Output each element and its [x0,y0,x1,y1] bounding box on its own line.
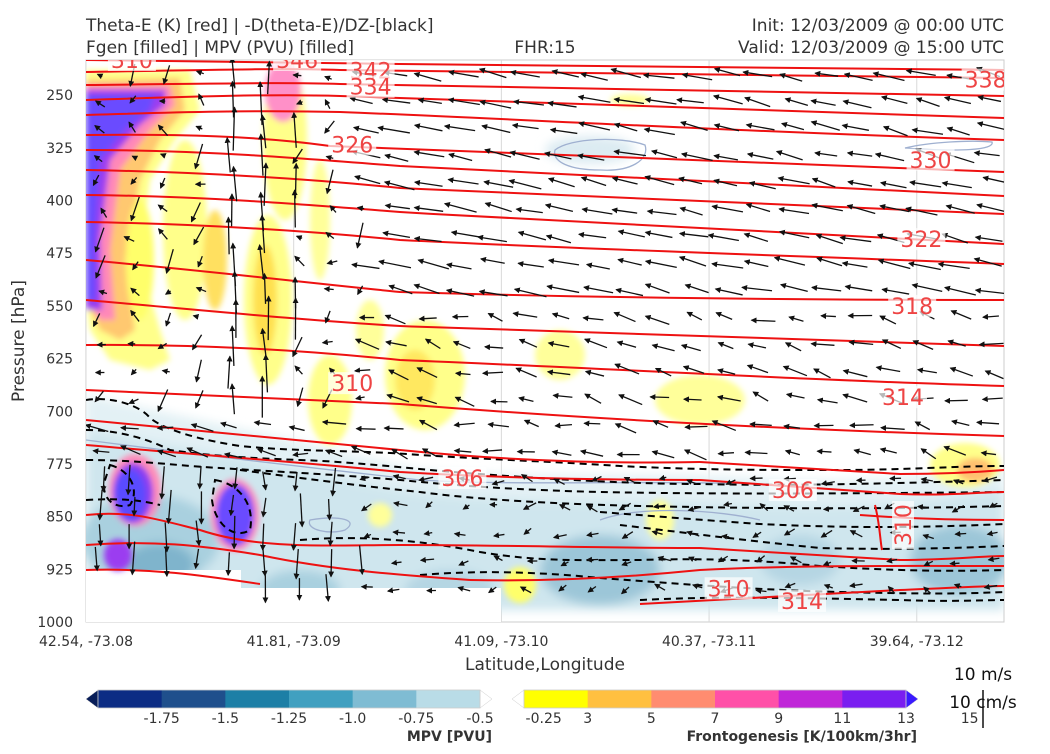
theta-e-label: 326 [331,133,373,158]
x-axis: 42.54, -73.08 41.81, -73.09 41.09, -73.10 4… [39,634,964,650]
colorbar-tick-label: 5 [647,711,656,727]
colorbar-segment [98,690,162,708]
colorbar-tick-label: -0.5 [466,711,493,727]
y-tick-label: 925 [46,562,73,578]
y-tick-label: 325 [46,141,73,157]
colorbar-segment [289,690,353,708]
theta-e-label: 318 [891,295,933,320]
y-tick-label: 400 [46,194,73,210]
wind-vector [228,217,229,254]
wind-vector [945,400,968,401]
x-axis-label: Latitude,Longitude [465,655,625,675]
colorbar-extend-left [86,690,98,708]
theta-e-label: 310 [331,372,373,397]
colorbar-extend-right [480,690,492,708]
wind-vector [685,426,707,427]
colorbar-tick-label: 13 [897,711,915,727]
y-tick-label: 1000 [37,615,73,631]
colorbar-segment [162,690,226,708]
colorbar-extend-left [512,690,524,708]
wind-vector [850,425,873,426]
y-tick-label: 700 [46,404,73,420]
wind-vector [821,316,836,317]
wind-vector [584,423,600,424]
wind-vector [295,164,296,199]
wind-vector [134,497,135,515]
colorbar-tick-label: 11 [833,711,851,727]
wind-vector [722,536,729,537]
colorbar-segment [715,690,779,708]
colorbar-tick-label: -0.75 [398,711,434,727]
theta-e-label: 338 [965,69,1007,94]
x-tick-label: 41.81, -73.09 [247,634,341,650]
theta-e-label: 322 [900,228,942,253]
below-ground-mask-2 [241,588,501,622]
wind-vector [234,516,235,549]
colorbar-segment [353,690,417,708]
colorbar-segment [588,690,652,708]
wind-vector [650,397,669,398]
wind-vector [295,190,296,227]
y-tick-label: 475 [46,246,73,262]
mpv-colorbar-label: MPV [PVU] [407,729,492,745]
colorbar-segment [842,690,906,708]
title-line2: Fgen [filled] | MPV (PVU) [filled] [86,38,354,58]
colorbar-tick-label: 3 [583,711,592,727]
valid-label: Valid: 12/03/2009 @ 15:00 UTC [738,38,1004,58]
wind-vector [384,428,403,429]
colorbar-segment [779,690,843,708]
colorbar-tick-label: 7 [711,711,720,727]
theta-e-label: 314 [781,590,823,615]
theta-e-label: 310 [708,577,750,602]
theta-e-label: 330 [910,149,952,174]
title-line1: Theta-E (K) [red] | -D(theta-E)/DZ-[blac… [85,16,434,36]
mpv-colorbar: -1.75 -1.5 -1.25 -1.0 -0.75 -0.5 -0.25 [86,690,562,727]
y-axis: 250 325 400 475 550 625 700 775 850 925 1000 [37,88,73,631]
x-tick-label: 40.37, -73.11 [662,634,756,650]
y-axis-label: Pressure [hPa] [9,280,29,402]
x-tick-label: 41.09, -73.10 [454,634,548,650]
fhr-label: FHR:15 [514,38,575,58]
theta-e-label: 306 [772,479,814,504]
colorbar-segment [225,690,289,708]
wind-vector [817,451,831,452]
wind-vector [684,399,702,400]
theta-e-label: 314 [882,386,924,411]
colorbar-tick-label: -0.25 [526,711,562,727]
colorbar-extend-right [906,690,918,708]
wind-key-horizontal: 10 m/s [954,665,1012,685]
theta-e-label: 334 [350,76,392,101]
colorbar-tick-label: -1.75 [144,711,180,727]
y-tick-label: 775 [46,457,73,473]
colorbar-segment [416,690,480,708]
wind-vector [331,549,332,576]
colorbar-tick-label: -1.0 [339,711,366,727]
fgen-colorbar: 3 5 7 9 11 13 15 [512,690,979,727]
theta-e-label: 310 [892,504,917,546]
theta-e-label: 306 [441,467,483,492]
wind-vector [293,75,301,76]
x-tick-label: 39.64, -73.12 [870,634,964,650]
colorbar-tick-label: -1.25 [271,711,307,727]
wind-vector [356,429,375,430]
colorbar-tick-label: -1.5 [212,711,239,727]
init-label: Init: 12/03/2009 @ 00:00 UTC [752,16,1004,36]
y-tick-label: 625 [46,352,73,368]
y-tick-label: 550 [46,299,73,315]
fgen-colorbar-label: Frontogenesis [K/100km/3hr] [687,729,917,745]
wind-vector [325,289,334,290]
colorbar-segment [651,690,715,708]
wind-vector [950,563,959,564]
y-tick-label: 850 [46,510,73,526]
wind-vector [955,534,966,535]
x-tick-label: 42.54, -73.08 [39,634,133,650]
colorbar-tick-label: 9 [774,711,783,727]
y-tick-label: 250 [46,88,73,104]
colorbar-segment [524,690,588,708]
wind-vector [918,507,926,508]
colorbar-tick-label: 15 [961,711,979,727]
wind-vector [824,509,832,510]
